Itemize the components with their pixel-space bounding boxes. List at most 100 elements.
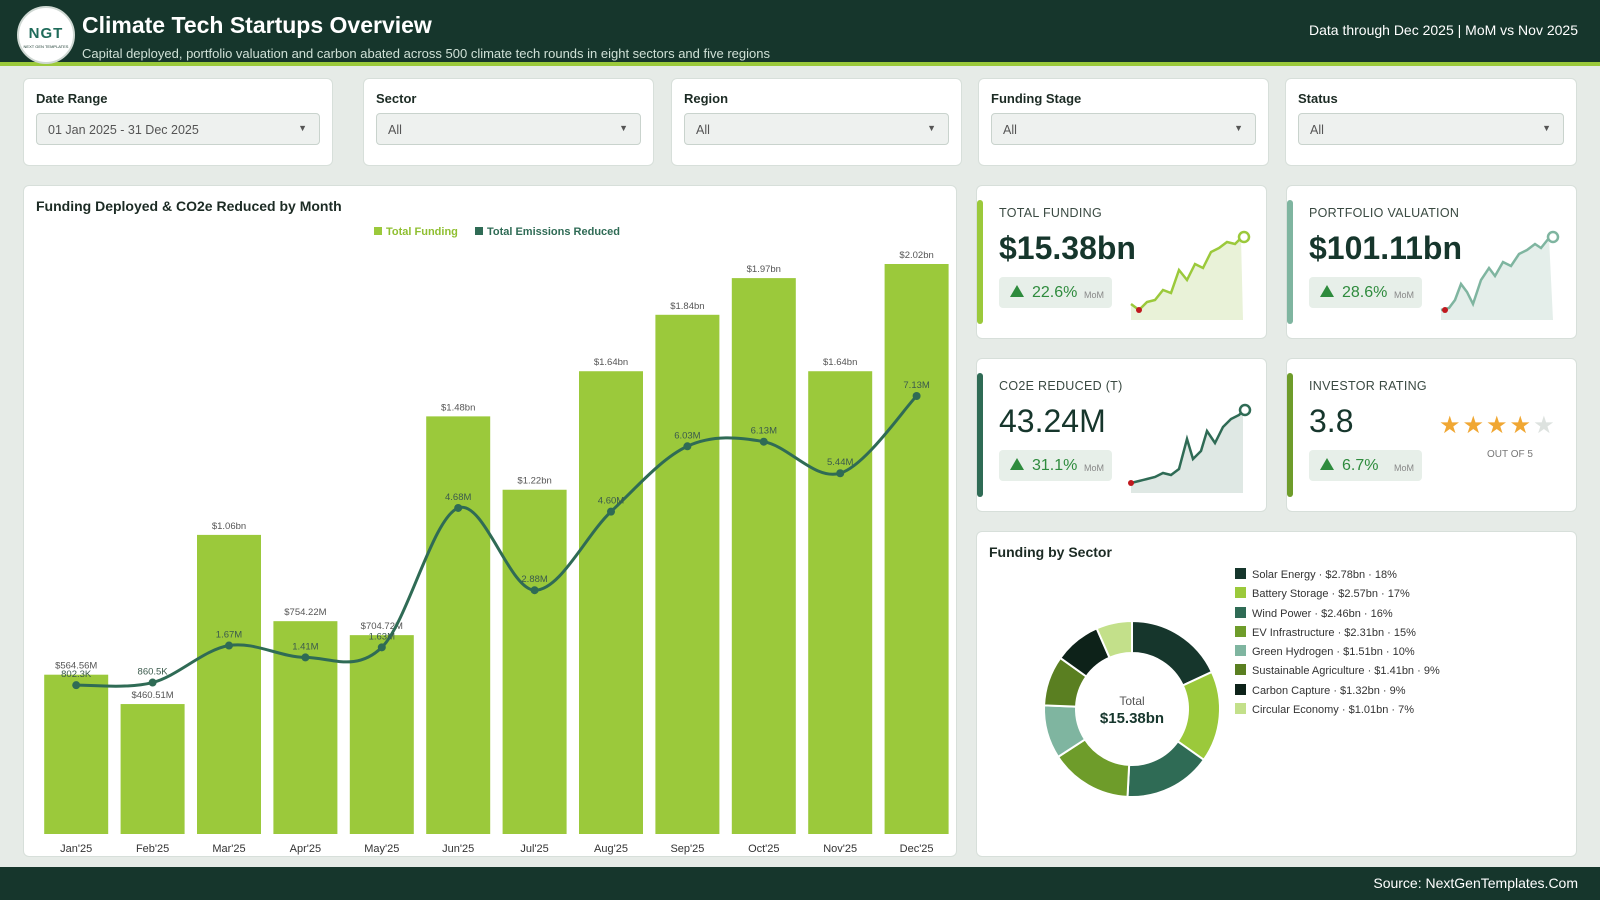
funding-bar-label: $754.22M [284, 607, 326, 618]
brand-logo: NGT NEXT GEN TEMPLATES [17, 6, 75, 64]
x-tick-label: Aug'25 [594, 843, 628, 855]
chevron-down-icon: ▼ [927, 123, 936, 133]
donut-center: Total $15.38bn [1077, 694, 1187, 727]
valuation-sparkline [1440, 230, 1560, 320]
kpi-value: 3.8 [1309, 403, 1354, 439]
filter-label: Status [1298, 91, 1338, 106]
funding-bar-label: $1.84bn [670, 301, 704, 312]
kpi-delta-badge: 6.7% MoM [1309, 450, 1422, 481]
logo-subtext: NEXT GEN TEMPLATES [23, 44, 69, 49]
select-value: All [1310, 123, 1324, 137]
date-range-select[interactable]: 01 Jan 2025 - 31 Dec 2025 ▼ [36, 113, 320, 145]
funding-bar-label: $460.51M [131, 690, 173, 701]
emissions-point [148, 678, 157, 687]
emissions-point [225, 641, 233, 650]
sector-legend-item: Green Hydrogen · $1.51bn · 10% [1235, 645, 1440, 664]
kpi-accent-bar [977, 200, 983, 324]
kpi-accent-bar [977, 373, 983, 497]
emissions-point-label: 860.5K [138, 667, 169, 678]
emissions-point [301, 653, 310, 662]
emissions-point-label: 5.44M [827, 457, 853, 468]
kpi-delta-value: 22.6% [1032, 284, 1078, 301]
kpi-co2e-reduced: CO2E REDUCED (T) 43.24M 31.1% MoM [976, 358, 1267, 512]
sector-legend-item: EV Infrastructure · $2.31bn · 15% [1235, 625, 1440, 645]
select-value: All [388, 123, 402, 137]
donut-slice [1095, 619, 1133, 660]
funding-bar-label: $1.97bn [747, 264, 781, 275]
region-select[interactable]: All ▼ [684, 113, 949, 145]
kpi-value: $15.38bn [999, 230, 1136, 266]
rating-out-of: OUT OF 5 [1487, 449, 1533, 460]
emissions-point-label: 7.13M [903, 380, 929, 391]
x-tick-label: Jul'25 [520, 843, 548, 855]
funding-bar [426, 416, 491, 834]
sector-chart-title: Funding by Sector [989, 544, 1112, 560]
kpi-total-funding: TOTAL FUNDING $15.38bn 22.6% MoM [976, 185, 1267, 339]
page-subtitle: Capital deployed, portfolio valuation an… [82, 46, 770, 61]
x-tick-label: Nov'25 [823, 843, 857, 855]
chart-legend: Total Funding Total Emissions Reduced [374, 226, 634, 238]
sector-legend-label: Sustainable Agriculture · $1.41bn · 9% [1252, 665, 1440, 678]
sector-legend-label: Green Hydrogen · $1.51bn · 10% [1252, 646, 1415, 659]
x-tick-label: Oct'25 [748, 843, 779, 855]
source-credit: Source: NextGenTemplates.Com [1373, 875, 1578, 891]
sector-legend-label: Wind Power · $2.46bn · 16% [1252, 607, 1393, 620]
x-tick-label: Feb'25 [136, 843, 169, 855]
select-value: All [696, 123, 710, 137]
star-icon: ★ [1462, 412, 1487, 439]
sector-select[interactable]: All ▼ [376, 113, 641, 145]
legend-swatch [1235, 625, 1246, 637]
funding-stage-select[interactable]: All ▼ [991, 113, 1256, 145]
x-tick-label: Mar'25 [212, 843, 245, 855]
kpi-delta-value: 6.7% [1342, 457, 1379, 474]
sector-legend-item: Sustainable Agriculture · $1.41bn · 9% [1235, 664, 1440, 683]
kpi-label: PORTFOLIO VALUATION [1309, 206, 1460, 220]
kpi-accent-bar [1287, 373, 1293, 497]
funding-bar [120, 704, 185, 834]
emissions-point [377, 643, 386, 652]
chevron-down-icon: ▼ [619, 123, 628, 133]
legend-item-emissions: Total Emissions Reduced [474, 226, 620, 238]
select-value: All [1003, 123, 1017, 137]
sector-legend-label: EV Infrastructure · $2.31bn · 15% [1252, 626, 1416, 639]
funding-bar [655, 314, 720, 834]
funding-bar [44, 674, 109, 834]
funding-bar-label: $1.06bn [212, 521, 246, 532]
funding-bar [349, 635, 414, 834]
sector-legend: Solar Energy · $2.78bn · 18% Battery Stor… [1235, 568, 1440, 722]
sector-legend-label: Carbon Capture · $1.32bn · 9% [1252, 684, 1406, 697]
emissions-point [759, 437, 768, 446]
emissions-point [912, 392, 921, 400]
x-tick-label: Jun'25 [442, 843, 474, 855]
filter-date-range: Date Range 01 Jan 2025 - 31 Dec 2025 ▼ [23, 78, 333, 166]
emissions-point-label: 1.67M [216, 630, 242, 641]
funding-bar-label: $1.64bn [823, 357, 857, 368]
legend-swatch [1235, 606, 1246, 618]
kpi-delta-suffix: MoM [1084, 290, 1104, 300]
funding-bar-label: $704.72M [361, 621, 403, 632]
kpi-delta-value: 28.6% [1342, 284, 1388, 301]
kpi-value: $101.11bn [1309, 230, 1462, 266]
kpi-portfolio-valuation: PORTFOLIO VALUATION $101.11bn 28.6% MoM [1286, 185, 1577, 339]
funding-bar-label: $1.22bn [517, 476, 551, 487]
legend-swatch [474, 227, 483, 235]
legend-swatch [1235, 568, 1246, 579]
funding-bar [731, 278, 796, 835]
legend-swatch [1235, 703, 1246, 715]
star-icon: ★ [1533, 412, 1557, 439]
x-tick-label: Jan'25 [60, 843, 92, 855]
sector-legend-item: Battery Storage · $2.57bn · 17% [1235, 587, 1440, 606]
filter-label: Date Range [36, 91, 108, 106]
chart-title: Funding Deployed & CO2e Reduced by Month [36, 198, 342, 214]
legend-swatch [1235, 683, 1246, 695]
legend-swatch [1235, 587, 1246, 599]
status-select[interactable]: All ▼ [1298, 113, 1564, 145]
donut-center-label: Total [1119, 694, 1145, 708]
kpi-delta-suffix: MoM [1084, 463, 1104, 473]
filter-region: Region All ▼ [671, 78, 962, 166]
sector-legend-item: Circular Economy · $1.01bn · 7% [1235, 703, 1440, 722]
legend-swatch [1235, 664, 1246, 676]
kpi-value: 43.24M [999, 403, 1106, 439]
filter-label: Sector [376, 91, 417, 106]
funding-bar [197, 534, 261, 834]
